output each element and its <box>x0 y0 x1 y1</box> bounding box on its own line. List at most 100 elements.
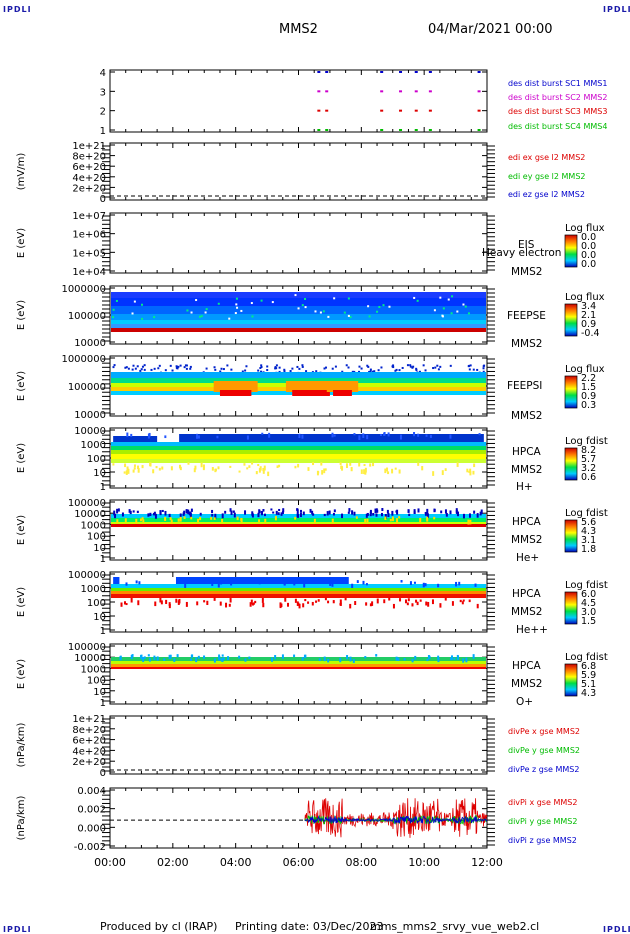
spectrogram-speck <box>408 513 411 516</box>
y-axis-label: E (eV) <box>16 371 27 401</box>
spectrogram-speck <box>211 583 214 586</box>
spectrogram-speck <box>255 471 258 475</box>
spectrogram-speck <box>347 511 350 514</box>
spectrogram-speck <box>333 509 336 513</box>
spectrogram-speck <box>347 314 350 317</box>
spectrogram-speck <box>235 303 238 306</box>
spectrogram-speck <box>179 516 182 522</box>
spectrogram-speck <box>125 366 128 369</box>
spectrogram-speck <box>129 510 132 515</box>
spectrogram-speck <box>197 655 200 659</box>
y-tick-label: 10 <box>93 468 106 479</box>
spectrogram-speck <box>469 364 472 367</box>
spectrogram-speck <box>171 369 174 372</box>
spectrogram-band <box>111 298 486 306</box>
spectrogram-speck <box>444 468 447 471</box>
spectrogram-speck <box>384 468 387 474</box>
spectrogram-speck <box>119 656 122 661</box>
spectrogram-speck <box>331 582 334 587</box>
spectrogram-speck <box>343 311 346 314</box>
spectrogram-speck <box>426 513 429 519</box>
spectrogram-speck <box>199 516 202 521</box>
spectrogram-speck <box>417 508 420 513</box>
spectrogram-speck <box>395 656 398 661</box>
spectrogram-speck <box>331 518 334 524</box>
spectrogram-speck <box>352 658 355 663</box>
spectrogram-speck <box>303 583 306 588</box>
spectrogram-speck <box>114 513 117 519</box>
spectrogram-speck <box>190 516 193 520</box>
spectrogram-speck <box>159 597 162 603</box>
spectrogram-speck <box>373 370 376 373</box>
spectrogram-speck <box>478 433 481 436</box>
burst-marker <box>414 109 418 112</box>
y-tick-label: 100000 <box>68 570 106 581</box>
spectrogram-speck <box>347 297 350 300</box>
spectrogram-speck <box>213 658 216 663</box>
spectrogram-speck <box>331 432 334 438</box>
spectrogram-speck <box>235 297 238 300</box>
panel-frame-eis <box>109 212 488 274</box>
y-axis-label: E (eV) <box>16 300 27 330</box>
y-tick-label: 2 <box>100 107 106 118</box>
y-tick-label: 4e+20 <box>72 746 106 757</box>
spectrogram-speck <box>283 370 286 373</box>
instrument-label: MMS2 <box>511 266 542 278</box>
date-title: 04/Mar/2021 00:00 <box>428 22 553 37</box>
spectrogram-speck <box>259 367 262 370</box>
colorbar-tick-label: -0.4 <box>581 328 600 339</box>
spectrogram-speck <box>416 299 419 302</box>
y-tick-label: 100000 <box>68 498 106 509</box>
y-tick-label: 100 <box>87 454 106 465</box>
spectrogram-speck <box>135 580 138 584</box>
spectrogram-speck <box>369 603 372 607</box>
spectrogram-speck <box>168 654 171 660</box>
burst-marker <box>428 129 432 131</box>
legend-entry: des dist burst SC2 MMS2 <box>508 93 607 102</box>
spectrogram-speck <box>482 370 485 373</box>
hot-region <box>285 381 337 392</box>
spectrogram-speck <box>279 603 282 609</box>
spectrogram-speck <box>232 510 235 513</box>
legend-entry: divPe y gse MMS2 <box>508 746 580 755</box>
spectrogram-speck <box>453 657 456 660</box>
spectrogram-speck <box>298 433 301 439</box>
spectrogram-speck <box>170 519 173 525</box>
spectrogram-speck <box>257 463 260 466</box>
y-tick-label: 1e+06 <box>72 230 106 241</box>
spectrogram-speck <box>173 658 176 662</box>
spectrogram-speck <box>415 599 418 603</box>
burst-marker <box>414 71 418 73</box>
spectrogram-speck <box>462 513 465 519</box>
colorbar-title: Log flux <box>565 292 605 303</box>
spectrogram-speck <box>365 602 368 606</box>
spectrogram-speck <box>301 364 304 367</box>
instrument-label: FEEPSI <box>507 380 542 392</box>
spectrogram-speck <box>127 468 130 474</box>
spectrogram-speck <box>116 519 119 524</box>
spectrogram-speck <box>284 597 287 602</box>
spectrogram-speck <box>339 599 342 604</box>
spectrogram-speck <box>230 510 233 515</box>
spectrogram-speck <box>190 508 193 512</box>
spectrogram-speck <box>161 509 164 513</box>
spectrogram-speck <box>425 601 428 606</box>
y-tick-label: 10 <box>93 543 106 554</box>
spectrogram-speck <box>440 510 443 514</box>
spectrogram-speck <box>281 654 284 659</box>
spectrogram-speck <box>378 305 381 308</box>
spectrogram-speck <box>405 599 408 604</box>
colorbar-hpca_he <box>564 519 578 553</box>
spectrogram-band <box>111 664 486 667</box>
instrument-label: HPCA <box>512 588 542 600</box>
burst-marker <box>317 129 321 131</box>
spectrogram-speck <box>175 365 178 368</box>
spectrogram-speck <box>261 432 264 435</box>
spectrogram-speck <box>112 308 115 311</box>
corner-label-top-left: IPDLI <box>3 5 32 14</box>
spectrogram-speck <box>407 598 410 602</box>
colorbar-tick-label: 3.0 <box>581 607 596 618</box>
burst-marker <box>428 90 432 93</box>
spectrogram-speck <box>136 510 139 514</box>
spectrogram-speck <box>230 368 233 371</box>
